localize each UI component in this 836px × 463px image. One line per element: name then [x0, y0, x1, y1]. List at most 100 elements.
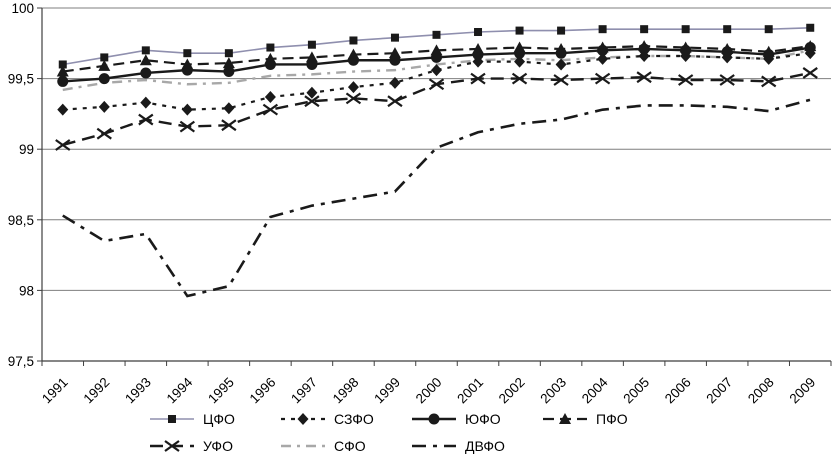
marker-square-cfo — [224, 49, 233, 58]
marker-circle-yufo — [638, 43, 650, 55]
marker-circle-yufo — [763, 49, 775, 61]
marker-square-cfo — [474, 28, 483, 37]
marker-circle-yufo — [514, 47, 526, 59]
legend-sample-cfo — [150, 414, 194, 423]
marker-x-ufo — [761, 75, 777, 88]
legend-row: УФО СФО ДВФО — [0, 432, 836, 459]
x-tick-label: 1993 — [122, 375, 154, 404]
marker-square-cfo — [515, 26, 524, 35]
y-tick-label: 98,5 — [8, 213, 34, 228]
legend-sample-ufo — [150, 439, 194, 452]
marker-triangle-pfo — [430, 44, 443, 56]
marker-circle-yufo — [428, 413, 440, 424]
marker-diamond-szfo — [389, 76, 401, 89]
chart-canvas: 100 99,5 99 98,5 98 97,5 1991 1992 1993 1994 1995 1… — [8, 1, 832, 406]
legend-label-pfo: ПФО — [596, 410, 628, 427]
marker-triangle-pfo — [305, 51, 318, 63]
marker-square-cfo — [168, 414, 176, 423]
marker-x-ufo — [96, 127, 112, 140]
marker-x-ufo — [594, 72, 611, 85]
marker-diamond-szfo — [98, 100, 110, 113]
x-tick-label: 1997 — [288, 375, 320, 404]
marker-circle-yufo — [347, 54, 359, 66]
x-tick-label: 2008 — [745, 375, 777, 404]
marker-x-ufo — [387, 95, 403, 108]
marker-diamond-szfo — [297, 412, 309, 425]
marker-diamond-szfo — [306, 86, 318, 99]
marker-x-ufo — [428, 78, 445, 91]
legend-sample-dvfo — [412, 444, 456, 447]
marker-circle-yufo — [389, 54, 401, 66]
line-chart: 100 99,5 99 98,5 98 97,5 1991 1992 1993 1994 1995 1… — [8, 1, 832, 406]
legend-label-yufo: ЮФО — [465, 410, 501, 427]
marker-x-ufo — [179, 120, 195, 133]
marker-circle-yufo — [98, 73, 110, 85]
marker-diamond-szfo — [347, 81, 359, 94]
marker-circle-yufo — [264, 58, 276, 70]
chart-legend: ЦФО СЗФО ЮФО ПФО УФО СФО ДВФО — [0, 405, 836, 459]
legend-item-ufo: УФО — [148, 438, 279, 454]
marker-x-ufo — [719, 74, 735, 86]
legend-sample-yufo — [412, 413, 456, 424]
marker-diamond-szfo — [181, 103, 193, 116]
marker-triangle-pfo — [559, 412, 571, 424]
marker-circle-yufo — [721, 46, 733, 58]
x-tick-label: 2002 — [496, 375, 528, 404]
legend-sample-pfo — [543, 412, 587, 424]
marker-diamond-szfo — [597, 52, 609, 65]
marker-diamond-szfo — [514, 55, 526, 68]
y-tick-label: 100 — [11, 1, 34, 16]
marker-square-cfo — [349, 36, 358, 45]
y-tick-label: 98 — [19, 283, 34, 298]
marker-diamond-szfo — [140, 96, 152, 109]
x-tick-label: 2007 — [703, 375, 735, 404]
marker-square-cfo — [598, 25, 607, 34]
marker-triangle-pfo — [56, 65, 69, 77]
legend-label-dvfo: ДВФО — [465, 437, 505, 454]
marker-diamond-szfo — [57, 103, 69, 116]
marker-square-cfo — [390, 33, 399, 42]
x-tick-label: 1996 — [247, 375, 279, 404]
marker-diamond-szfo — [555, 58, 567, 71]
marker-x-ufo — [553, 74, 569, 86]
x-tick-label: 1999 — [371, 375, 403, 404]
legend-label-cfo: ЦФО — [203, 410, 235, 427]
marker-triangle-pfo — [222, 57, 235, 69]
marker-circle-yufo — [597, 44, 609, 56]
x-tick-label: 2004 — [579, 374, 611, 404]
marker-circle-yufo — [306, 58, 318, 70]
marker-diamond-szfo — [431, 64, 442, 77]
marker-circle-yufo — [680, 44, 692, 56]
marker-x-ufo — [164, 439, 180, 452]
x-tick-label: 1991 — [39, 375, 71, 404]
marker-x-ufo — [345, 92, 362, 105]
marker-square-cfo — [764, 25, 773, 34]
marker-square-cfo — [557, 26, 566, 35]
marker-x-ufo — [470, 72, 486, 85]
y-tick-label: 97,5 — [8, 354, 34, 369]
legend-item-dvfo: ДВФО — [410, 438, 541, 454]
marker-diamond-szfo — [264, 90, 276, 103]
marker-x-ufo — [802, 67, 818, 79]
legend-item-sfo: СФО — [279, 438, 410, 454]
marker-x-ufo — [304, 95, 320, 108]
marker-square-cfo — [432, 30, 441, 39]
legend-label-ufo: УФО — [203, 437, 233, 454]
legend-label-szfo: СЗФО — [334, 410, 374, 427]
x-tick-label: 2006 — [662, 375, 694, 404]
x-tick-label: 1992 — [81, 375, 113, 404]
marker-square-cfo — [681, 25, 690, 34]
marker-square-cfo — [307, 40, 316, 49]
x-tick-label: 1995 — [205, 375, 237, 404]
x-tick-label: 2000 — [413, 375, 445, 404]
marker-triangle-pfo — [388, 47, 401, 59]
x-tick-label: 2009 — [787, 375, 819, 404]
marker-square-cfo — [806, 23, 815, 32]
y-tick-label: 99 — [19, 142, 34, 157]
legend-item-pfo: ПФО — [541, 411, 672, 427]
marker-square-cfo — [58, 60, 67, 69]
marker-circle-yufo — [472, 49, 484, 61]
marker-triangle-pfo — [98, 59, 111, 71]
marker-triangle-pfo — [139, 54, 152, 66]
marker-square-cfo — [640, 25, 649, 34]
